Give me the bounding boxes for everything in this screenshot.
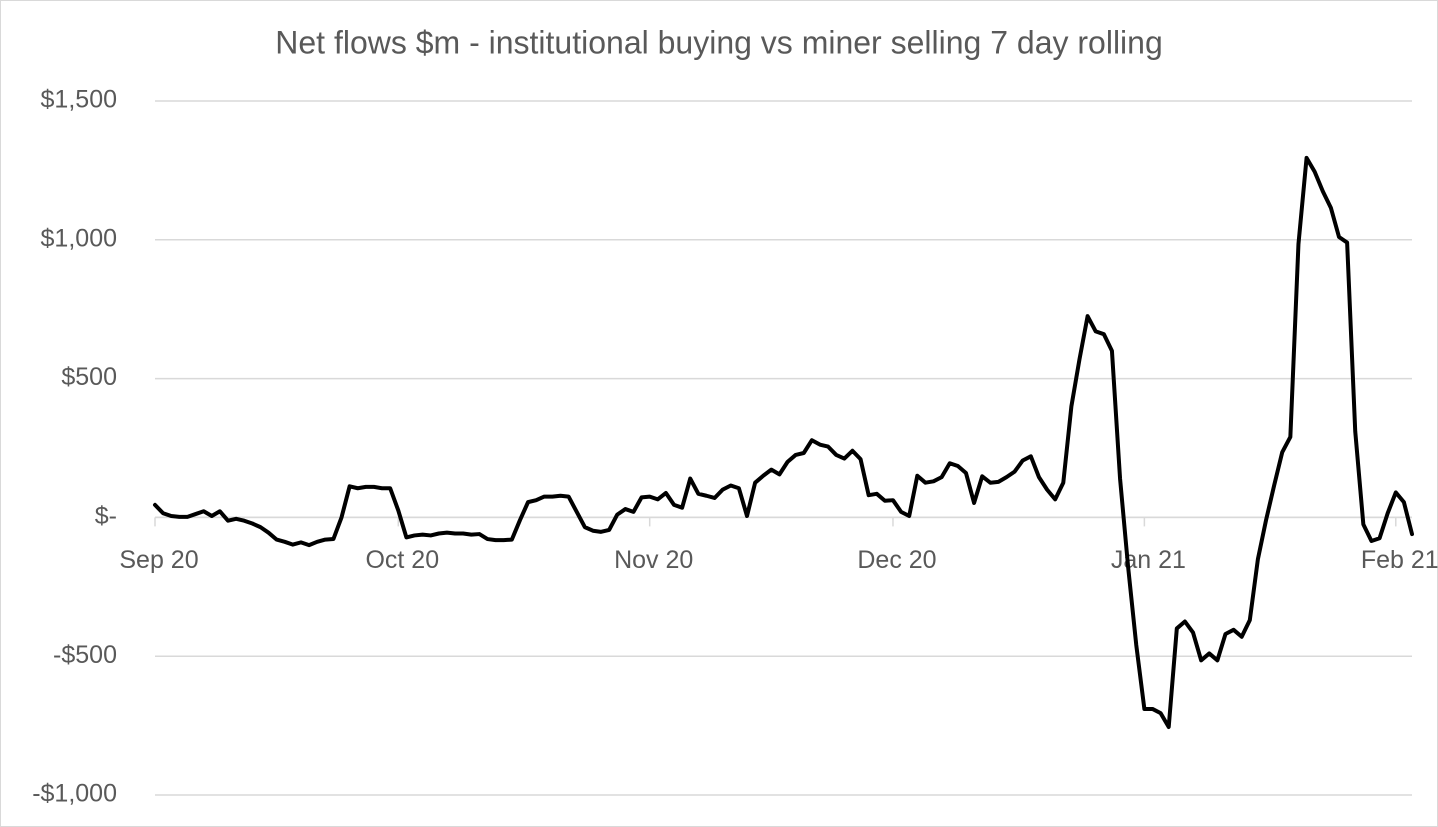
y-tick-label: $1,000 [41,224,117,252]
x-tick-label: Feb 21 [1361,546,1438,574]
y-tick-label: $- [95,502,117,530]
data-line [153,155,1414,729]
x-tick-label: Dec 20 [857,546,936,574]
x-tick-label: Nov 20 [614,546,693,574]
y-tick-label: $1,500 [41,86,117,114]
x-tick-label: Jan 21 [1111,546,1186,574]
y-tick-label: -$1,000 [32,780,117,808]
y-tick-label: $500 [61,363,117,391]
y-tick-label: -$500 [53,641,117,669]
x-tick-label: Sep 20 [119,546,198,574]
chart-title: Net flows $m - institutional buying vs m… [275,24,1163,60]
x-tick-label: Oct 20 [365,546,439,574]
